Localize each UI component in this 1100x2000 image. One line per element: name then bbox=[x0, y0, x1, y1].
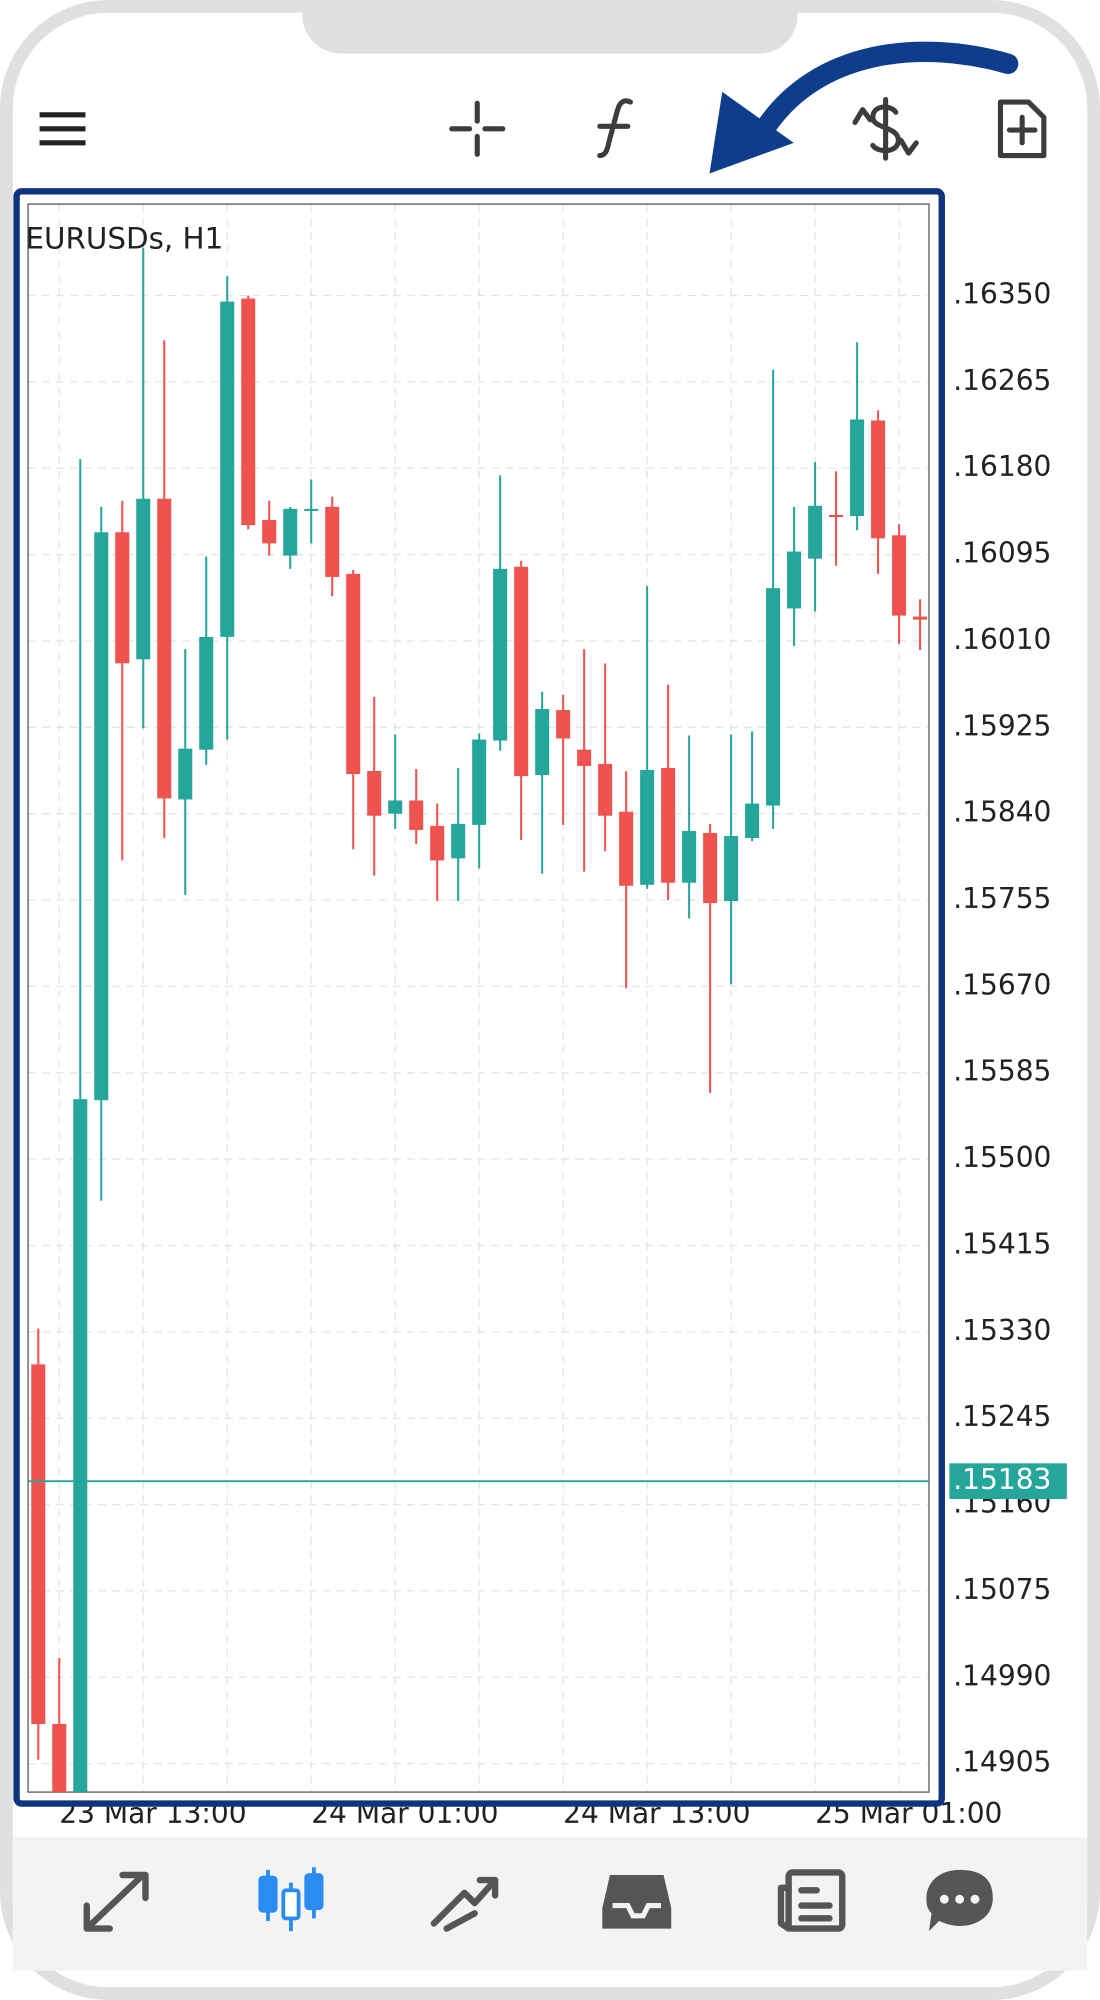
candle-body bbox=[220, 301, 235, 637]
candle-body bbox=[871, 420, 886, 539]
nav-history[interactable] bbox=[602, 1875, 672, 1929]
candle-body bbox=[745, 803, 760, 839]
candle-body bbox=[199, 636, 214, 750]
y-tick-label: .15330 bbox=[953, 1314, 1051, 1347]
candle-body bbox=[682, 830, 697, 883]
candle-body bbox=[115, 532, 130, 664]
candle-body bbox=[325, 506, 340, 577]
candle-body bbox=[493, 568, 508, 741]
y-tick-label: .15500 bbox=[953, 1141, 1051, 1174]
candle-body bbox=[346, 573, 361, 775]
candle-body bbox=[724, 836, 739, 902]
nav-trade[interactable] bbox=[430, 1876, 499, 1932]
candle-body bbox=[808, 505, 823, 559]
candle-body bbox=[598, 763, 613, 816]
candle-body bbox=[556, 710, 571, 739]
annotation-arrow bbox=[709, 41, 1019, 174]
candle-body bbox=[535, 709, 550, 776]
candle-body bbox=[514, 566, 529, 777]
candle-body bbox=[283, 508, 298, 556]
nav-quotes[interactable] bbox=[83, 1871, 149, 1932]
candle-body bbox=[619, 811, 634, 886]
candle-body bbox=[829, 514, 844, 518]
candle-body bbox=[892, 535, 907, 616]
notch bbox=[302, 0, 798, 54]
new-order-button[interactable] bbox=[997, 99, 1047, 159]
y-tick-label: .14990 bbox=[953, 1659, 1051, 1692]
candle-body bbox=[136, 498, 151, 660]
candle-body bbox=[430, 825, 445, 861]
y-tick-label: .15415 bbox=[953, 1227, 1051, 1260]
y-tick-label: .16010 bbox=[953, 623, 1051, 656]
candle-body bbox=[409, 800, 424, 830]
y-tick-label: .15925 bbox=[953, 709, 1051, 742]
candle-body bbox=[766, 588, 781, 806]
candle-body bbox=[640, 769, 655, 885]
candle-body bbox=[472, 739, 487, 825]
last-price-tag bbox=[949, 1463, 1067, 1500]
y-tick-label: .16095 bbox=[953, 537, 1051, 570]
y-tick-label: .15840 bbox=[953, 796, 1051, 829]
crosshair-button[interactable] bbox=[449, 100, 506, 157]
candles bbox=[28, 247, 930, 1793]
candle-body bbox=[388, 800, 403, 814]
y-tick-label: .15585 bbox=[953, 1055, 1051, 1088]
menu-button[interactable] bbox=[39, 112, 86, 146]
y-tick-label: .14905 bbox=[953, 1746, 1051, 1779]
axis-layer: .16350 .16265 .16180 .16095 .16010 .15925 .158… bbox=[59, 278, 1067, 1830]
indicators-button[interactable] bbox=[597, 98, 633, 159]
nav-messages[interactable] bbox=[926, 1869, 993, 1932]
candle-body bbox=[94, 532, 109, 1101]
y-tick-label: .16180 bbox=[953, 450, 1051, 483]
candle-body bbox=[913, 616, 928, 620]
trade-button[interactable] bbox=[852, 96, 919, 161]
candle-body bbox=[451, 823, 466, 859]
candle-body bbox=[787, 551, 802, 609]
candle-body bbox=[157, 498, 172, 799]
candle-body bbox=[262, 520, 277, 544]
nav-chart[interactable] bbox=[258, 1867, 324, 1932]
candle-body bbox=[703, 832, 718, 904]
candle-body bbox=[31, 1364, 46, 1725]
y-tick-label: .15075 bbox=[953, 1573, 1051, 1606]
bottom-nav bbox=[12, 1836, 1088, 1971]
plot-border bbox=[27, 203, 930, 1793]
candle-body bbox=[52, 1724, 67, 1793]
candle-body bbox=[73, 1099, 88, 1793]
candle-body bbox=[661, 767, 676, 883]
candle-body bbox=[367, 771, 382, 816]
candle-body bbox=[577, 749, 592, 766]
candle-body bbox=[241, 298, 256, 526]
chart-title: EURUSDs, H1 bbox=[26, 221, 224, 255]
candle-body bbox=[178, 748, 193, 800]
y-tick-label: .16265 bbox=[953, 364, 1051, 397]
nav-news[interactable] bbox=[777, 1869, 846, 1932]
highlight-box bbox=[13, 188, 945, 1807]
candle-body bbox=[850, 419, 865, 516]
y-tick-label: .15670 bbox=[953, 968, 1051, 1001]
y-tick-label: .15755 bbox=[953, 882, 1051, 915]
candle-body bbox=[304, 508, 319, 511]
y-tick-label: .15245 bbox=[953, 1400, 1051, 1433]
last-price-label: .15183 bbox=[953, 1463, 1051, 1496]
y-tick-label: .16350 bbox=[953, 278, 1051, 311]
